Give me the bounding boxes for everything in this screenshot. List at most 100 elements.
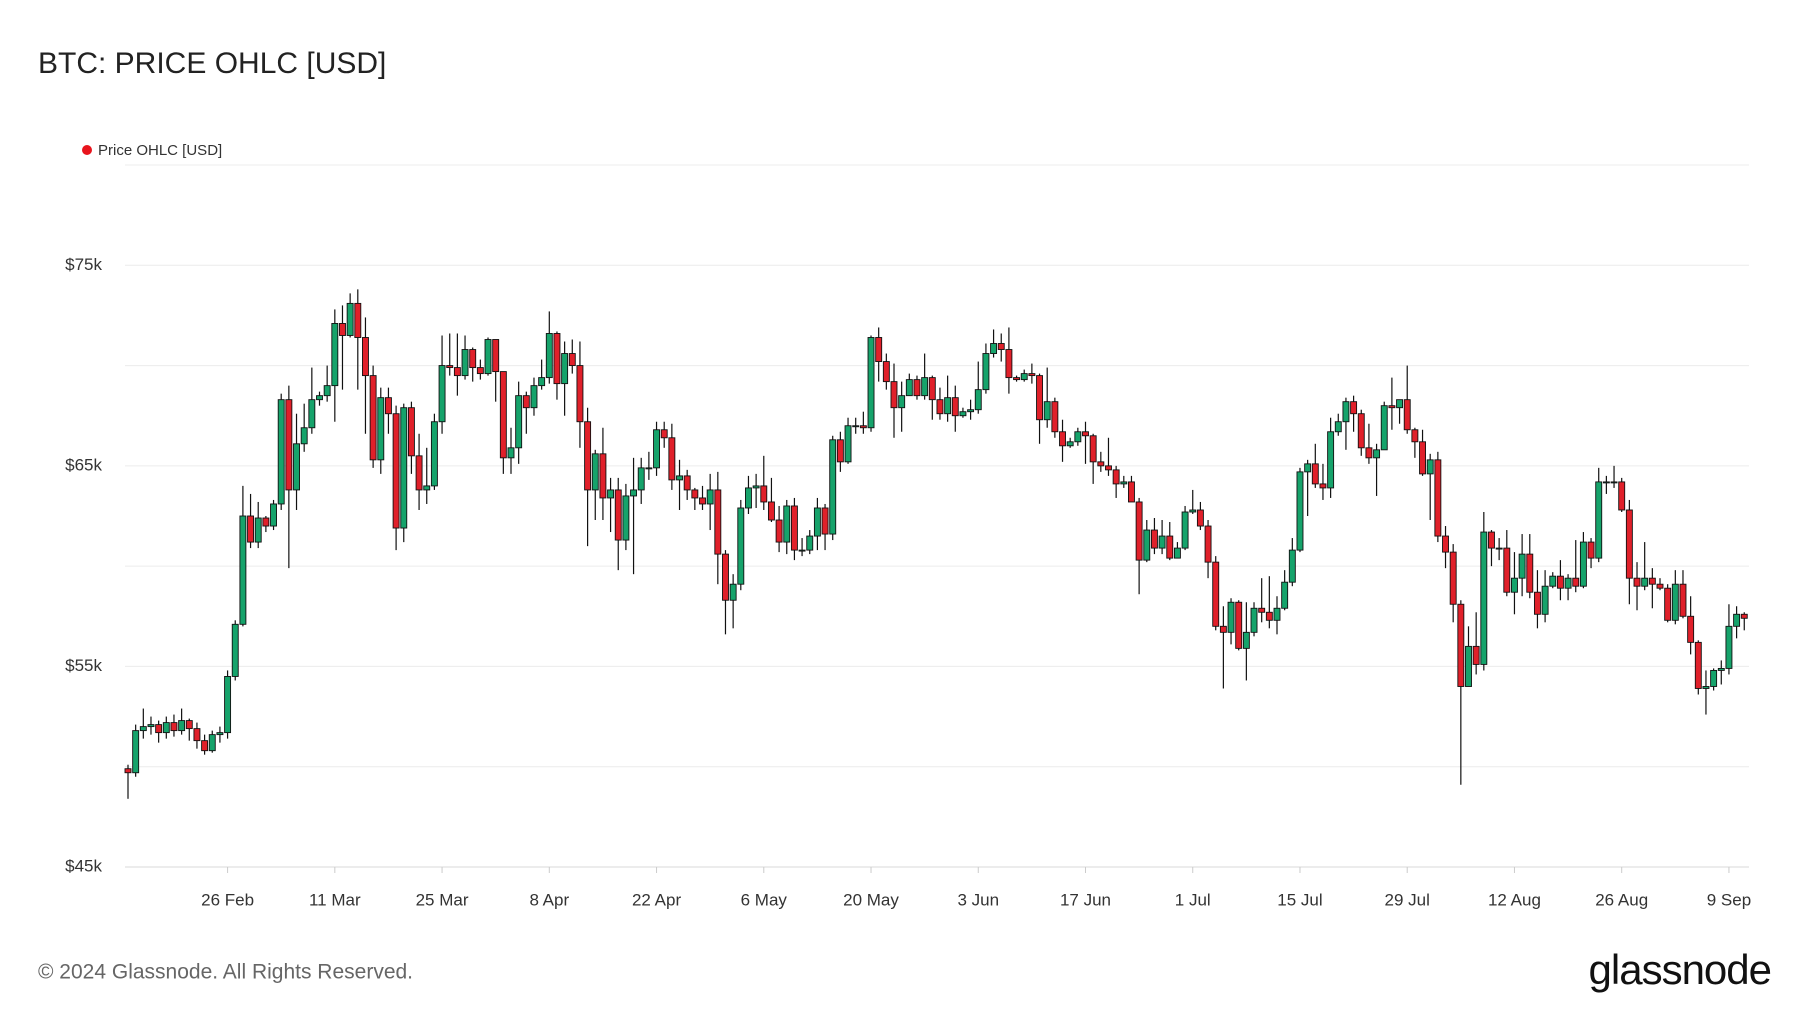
candle-body bbox=[1166, 535, 1174, 559]
candle bbox=[1143, 520, 1151, 563]
y-tick-label: $55k bbox=[65, 656, 102, 675]
candle-body bbox=[836, 439, 844, 463]
candle-body bbox=[132, 730, 140, 774]
candle bbox=[1059, 419, 1066, 462]
candle bbox=[1013, 375, 1021, 382]
candle bbox=[599, 427, 607, 521]
candle bbox=[614, 477, 622, 571]
candle bbox=[362, 317, 369, 434]
candle bbox=[1250, 602, 1258, 637]
candle-body bbox=[1242, 631, 1250, 649]
candle bbox=[170, 714, 178, 737]
candle-body bbox=[1365, 447, 1373, 459]
candle bbox=[507, 427, 515, 474]
candle-body bbox=[147, 724, 155, 728]
candle-body bbox=[1503, 547, 1511, 593]
candle bbox=[231, 620, 239, 681]
candle-body bbox=[683, 475, 691, 491]
candle bbox=[1112, 465, 1120, 498]
candle-body bbox=[270, 503, 277, 527]
candle bbox=[1449, 544, 1457, 623]
candle-body bbox=[959, 411, 967, 417]
candle bbox=[553, 331, 561, 400]
candle bbox=[162, 716, 170, 739]
candle bbox=[262, 516, 270, 533]
copyright: © 2024 Glassnode. All Rights Reserved. bbox=[38, 961, 413, 984]
candle bbox=[913, 375, 921, 400]
candle bbox=[438, 335, 446, 434]
candle bbox=[1258, 578, 1266, 623]
candle bbox=[1503, 530, 1511, 597]
candle bbox=[1342, 397, 1350, 450]
candle-body bbox=[1296, 471, 1304, 551]
candle bbox=[369, 365, 377, 468]
candle-body bbox=[1518, 553, 1526, 579]
candle-body bbox=[1105, 465, 1112, 471]
x-tick-label: 1 Jul bbox=[1175, 890, 1211, 909]
candle bbox=[1694, 640, 1702, 695]
candle-body bbox=[1457, 603, 1465, 687]
candle bbox=[139, 708, 147, 739]
candle-body bbox=[1181, 511, 1189, 549]
candle-body bbox=[1572, 577, 1580, 587]
candle bbox=[1587, 538, 1595, 569]
candle-body bbox=[844, 425, 852, 463]
candle bbox=[392, 405, 400, 551]
candle-body bbox=[1702, 686, 1710, 689]
candles bbox=[124, 289, 1748, 799]
candle bbox=[300, 403, 308, 452]
candle bbox=[339, 305, 346, 390]
candle bbox=[461, 335, 469, 380]
candle bbox=[132, 724, 140, 777]
x-tick-label: 15 Jul bbox=[1277, 890, 1322, 909]
candle-body bbox=[974, 389, 982, 411]
candle-body bbox=[829, 439, 837, 535]
candle-body bbox=[1541, 585, 1549, 615]
candle-body bbox=[354, 302, 362, 338]
candle bbox=[1572, 540, 1580, 593]
candle bbox=[1150, 518, 1158, 555]
candle-body bbox=[760, 485, 768, 503]
candle bbox=[745, 475, 752, 514]
candle-body bbox=[714, 489, 722, 555]
candle bbox=[293, 413, 300, 510]
candle-body bbox=[1442, 535, 1449, 553]
candle-body bbox=[1258, 607, 1266, 613]
candle-body bbox=[530, 385, 538, 409]
candle-body bbox=[1204, 525, 1212, 563]
candle bbox=[660, 421, 668, 448]
candle bbox=[538, 359, 546, 390]
candle-body bbox=[331, 323, 339, 387]
candle-body bbox=[124, 768, 132, 774]
candle bbox=[453, 333, 461, 396]
candle-body bbox=[1671, 583, 1679, 621]
candle bbox=[576, 341, 584, 448]
candle bbox=[1242, 602, 1250, 681]
candle-body bbox=[1625, 509, 1633, 579]
candle-body bbox=[507, 447, 515, 459]
candle-body bbox=[300, 427, 308, 445]
candle-body bbox=[1319, 483, 1327, 489]
candle bbox=[990, 329, 998, 358]
candle bbox=[637, 457, 645, 504]
candle bbox=[285, 385, 293, 569]
candle bbox=[1549, 572, 1557, 589]
candle-body bbox=[951, 397, 959, 417]
candle bbox=[208, 730, 216, 753]
x-tick-label: 25 Mar bbox=[416, 890, 469, 909]
candle bbox=[1725, 604, 1733, 675]
candle-body bbox=[515, 395, 523, 449]
candle bbox=[469, 347, 477, 382]
candle-body bbox=[178, 720, 186, 732]
candle bbox=[1304, 459, 1312, 516]
candle bbox=[193, 722, 201, 749]
candle bbox=[1036, 373, 1043, 444]
candle-body bbox=[1173, 547, 1181, 559]
candle-body bbox=[653, 429, 660, 469]
candle bbox=[1556, 560, 1564, 601]
candle bbox=[898, 381, 906, 432]
candle bbox=[354, 289, 362, 390]
candle bbox=[928, 375, 936, 420]
candle-body bbox=[1434, 459, 1442, 537]
candle-body bbox=[1212, 561, 1220, 627]
